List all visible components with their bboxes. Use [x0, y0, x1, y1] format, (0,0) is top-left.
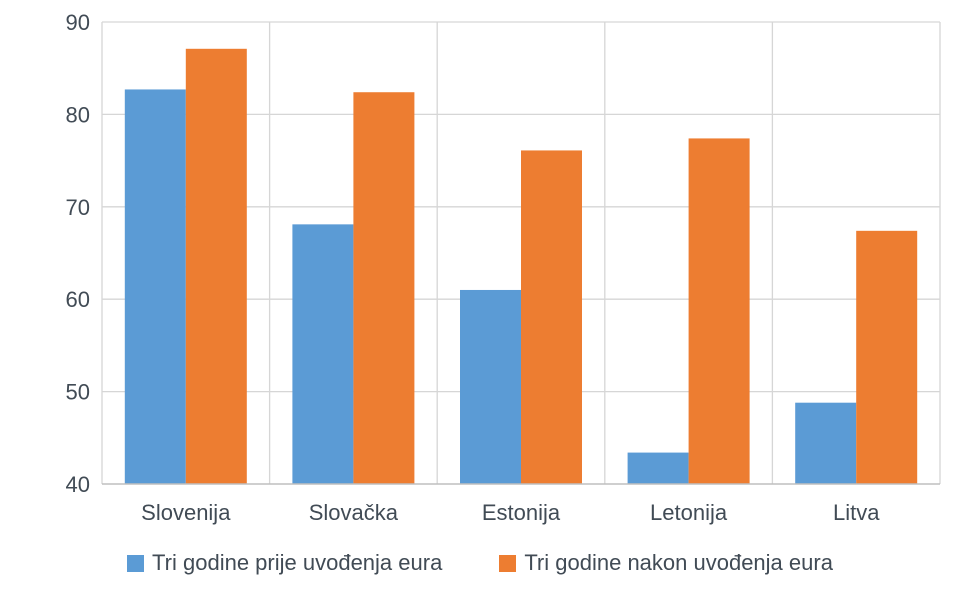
- bar-letonija-prije: [627, 452, 689, 484]
- bar-letonija-nakon: [688, 138, 750, 484]
- y-tick-label: 40: [66, 472, 90, 497]
- x-category-label-estonija: Estonija: [482, 500, 561, 525]
- y-tick-label: 50: [66, 380, 90, 405]
- bar-estonija-prije: [460, 289, 521, 484]
- legend-label-nakon: Tri godine nakon uvođenja eura: [524, 550, 833, 575]
- legend-swatch-prije: [127, 554, 145, 572]
- y-tick-label: 60: [66, 287, 90, 312]
- legend-swatch-nakon: [499, 554, 517, 572]
- legend-item-prije: Tri godine prije uvođenja eura: [127, 550, 442, 576]
- x-category-label-litva: Litva: [833, 500, 880, 525]
- legend-label-prije: Tri godine prije uvođenja eura: [152, 550, 443, 575]
- bar-slovenija-nakon: [185, 48, 247, 485]
- legend: Tri godine prije uvođenja eura Tri godin…: [0, 550, 960, 576]
- y-tick-label: 70: [66, 195, 90, 220]
- bar-slovenija-prije: [124, 89, 186, 485]
- bar-litva-prije: [795, 402, 857, 484]
- bar-slovacka-nakon: [353, 92, 415, 484]
- bar-litva-nakon: [856, 230, 918, 484]
- bar-slovacka-prije: [292, 224, 354, 484]
- bar-estonija-nakon: [521, 150, 582, 484]
- x-category-label-slovenija: Slovenija: [141, 500, 231, 525]
- legend-item-nakon: Tri godine nakon uvođenja eura: [499, 550, 833, 576]
- x-category-label-slovacka: Slovačka: [309, 500, 399, 525]
- y-tick-label: 90: [66, 10, 90, 35]
- y-tick-label: 80: [66, 102, 90, 127]
- x-category-label-letonija: Letonija: [650, 500, 728, 525]
